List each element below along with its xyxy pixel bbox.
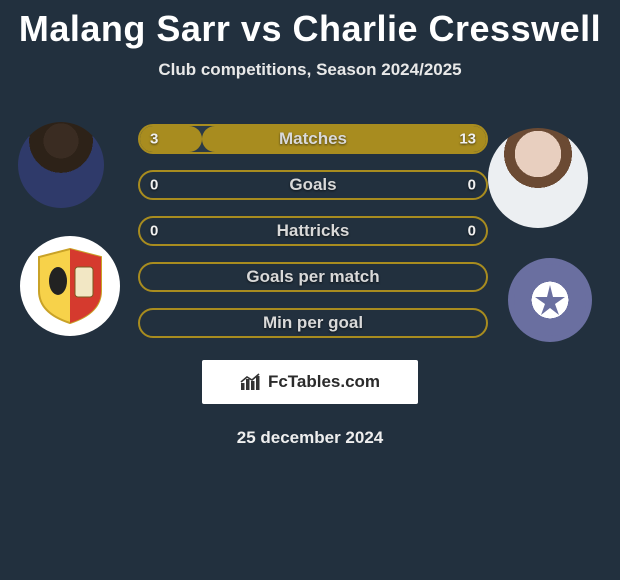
right-player-avatar: [488, 128, 588, 228]
watermark-text: FcTables.com: [268, 372, 380, 392]
stat-row: Min per goal: [138, 308, 488, 338]
stat-label: Goals: [140, 175, 486, 195]
stat-bars: Matches313Goals00Hattricks00Goals per ma…: [138, 124, 488, 354]
stat-row: Goals0 0: [138, 170, 488, 200]
toulouse-crest-icon: [530, 280, 570, 320]
watermark: FcTables.com: [202, 360, 418, 404]
comparison-panel: Matches313Goals00Hattricks00Goals per ma…: [0, 108, 620, 468]
stat-left-value: 0: [150, 223, 158, 240]
stat-right-value: 0: [468, 223, 476, 240]
lens-crest-icon: [35, 247, 105, 325]
stat-label: Matches: [140, 129, 486, 149]
stat-row: Goals per match: [138, 262, 488, 292]
stat-label: Min per goal: [140, 313, 486, 333]
stat-row: Hattricks0 0: [138, 216, 488, 246]
stat-left-value: 0: [150, 177, 158, 194]
chart-icon: [240, 373, 262, 391]
stat-label: Goals per match: [140, 267, 486, 287]
left-player-avatar: [18, 122, 104, 208]
left-club-badge: [20, 236, 120, 336]
page-title: Malang Sarr vs Charlie Cresswell: [0, 0, 620, 50]
stat-left-value: 3: [150, 131, 158, 148]
stat-row: Matches3 13: [138, 124, 488, 154]
stat-right-value: 0: [468, 177, 476, 194]
stat-label: Hattricks: [140, 221, 486, 241]
date-text: 25 december 2024: [0, 428, 620, 448]
subtitle: Club competitions, Season 2024/2025: [0, 60, 620, 80]
right-club-badge: [508, 258, 592, 342]
stat-right-value: 13: [459, 131, 476, 148]
